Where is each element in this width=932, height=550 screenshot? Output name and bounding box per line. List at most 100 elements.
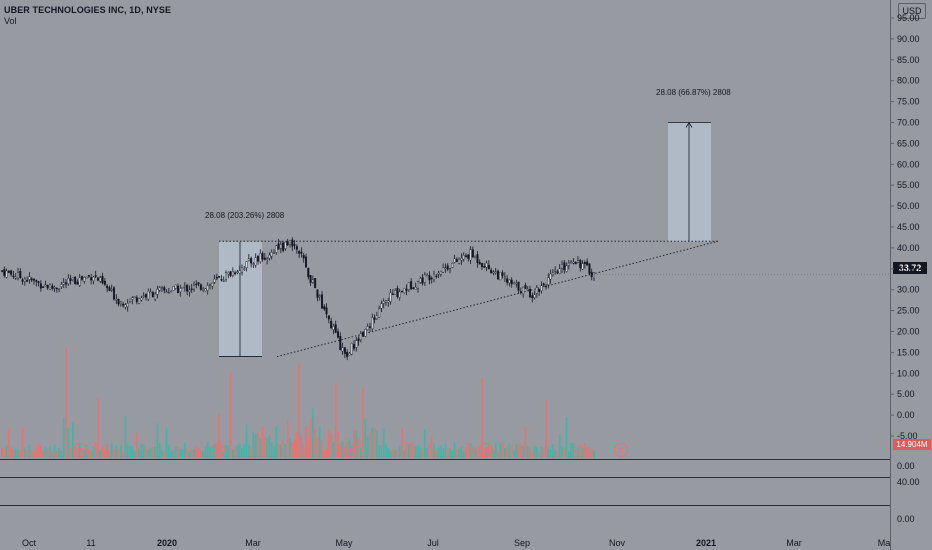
- candle-body: [142, 295, 145, 297]
- volume-bar: [295, 432, 298, 458]
- candle-body: [266, 258, 269, 260]
- candle-body: [341, 347, 344, 352]
- volume-bar: [346, 441, 349, 458]
- candle-body: [257, 256, 260, 262]
- price-tick-label: 15.00: [897, 347, 920, 357]
- volume-bar: [209, 446, 211, 458]
- candle-body: [385, 300, 388, 303]
- volume-bar: [515, 444, 518, 458]
- candle-body: [339, 336, 342, 350]
- volume-bar: [133, 450, 136, 458]
- candle-body: [236, 271, 239, 273]
- candle-body: [44, 284, 47, 287]
- candle-body: [21, 279, 24, 282]
- candle-body: [359, 333, 362, 341]
- price-tick-label: 10.00: [897, 368, 920, 378]
- currency-button[interactable]: USD: [898, 3, 926, 19]
- volume-bar: [270, 442, 273, 458]
- volume-bar: [135, 432, 138, 458]
- pane-separator[interactable]: [0, 505, 890, 506]
- candle-body: [309, 275, 312, 283]
- candle-body: [471, 249, 474, 258]
- candle-body: [334, 324, 337, 333]
- candle-body: [170, 290, 173, 293]
- candle-body: [337, 331, 340, 338]
- candle-body: [149, 291, 152, 294]
- candle-body: [197, 282, 200, 285]
- candle-body: [112, 287, 115, 300]
- volume-bar: [579, 444, 582, 458]
- volume-bar: [545, 400, 547, 458]
- volume-bar: [350, 445, 353, 458]
- candle-body: [314, 278, 317, 289]
- volume-bar: [524, 426, 527, 458]
- last-volume-badge: 14.904M: [893, 439, 931, 450]
- volume-bar: [92, 447, 95, 458]
- volume-bar: [65, 348, 67, 458]
- volume-bar: [302, 445, 305, 458]
- candle-body: [343, 347, 346, 354]
- volume-bar: [23, 447, 26, 458]
- volume-bar: [357, 438, 360, 458]
- pane-separator[interactable]: [0, 459, 890, 460]
- price-tick-label: 20.00: [897, 327, 920, 337]
- candle-body: [17, 272, 20, 279]
- volume-bar: [410, 442, 413, 458]
- volume-bar: [115, 445, 118, 458]
- volume-bar: [517, 443, 520, 458]
- earnings-marker: [211, 443, 225, 457]
- candle-body: [49, 283, 52, 290]
- chart-title: UBER TECHNOLOGIES INC, 1D, NYSE: [4, 5, 172, 15]
- volume-bar: [455, 449, 458, 458]
- volume-bar: [58, 447, 61, 458]
- earnings-marker: [73, 443, 87, 457]
- volume-bar: [327, 429, 330, 458]
- volume-bar: [519, 445, 522, 458]
- volume-bar: [522, 446, 525, 458]
- last-price-badge: 33.72: [893, 262, 927, 274]
- candle-body: [547, 277, 550, 286]
- price-tick-label: 55.00: [897, 180, 920, 190]
- volume-bar: [275, 426, 278, 458]
- volume-bar: [76, 448, 79, 458]
- candle-body: [353, 344, 356, 349]
- volume-bar: [163, 451, 166, 458]
- volume-bar: [348, 439, 351, 458]
- pane-separator[interactable]: [0, 477, 890, 478]
- candle-body: [186, 285, 189, 292]
- candle-body: [254, 257, 257, 266]
- volume-bar: [19, 449, 22, 458]
- candle-body: [163, 287, 166, 291]
- volume-bar: [531, 451, 534, 458]
- volume-bar: [364, 418, 367, 458]
- candle-body: [355, 340, 358, 348]
- volume-bar: [371, 428, 374, 458]
- candle-body: [252, 263, 255, 265]
- candle-body: [426, 274, 429, 277]
- volume-bar: [385, 443, 387, 458]
- candle-body: [323, 306, 326, 310]
- volume-bar: [90, 451, 93, 458]
- volume-bar: [188, 451, 191, 458]
- volume-bar: [282, 440, 285, 458]
- volume-bar: [243, 443, 246, 458]
- volume-bar: [481, 378, 483, 458]
- volume-bar: [398, 445, 401, 458]
- volume-bar: [12, 449, 15, 458]
- candle-body: [231, 271, 234, 276]
- candle-body: [279, 244, 282, 249]
- volume-bar: [124, 415, 127, 458]
- volume-bar: [314, 429, 317, 458]
- candle-body: [51, 285, 54, 289]
- candle-body: [476, 254, 479, 263]
- volume-bar: [268, 435, 271, 458]
- volume-bar: [412, 444, 415, 458]
- volume-bar: [106, 444, 109, 458]
- candle-body: [529, 288, 532, 298]
- candle-body: [218, 275, 221, 278]
- candle-body: [92, 276, 95, 281]
- volume-bar: [551, 444, 554, 458]
- candle-body: [300, 251, 303, 254]
- candle-body: [190, 288, 193, 290]
